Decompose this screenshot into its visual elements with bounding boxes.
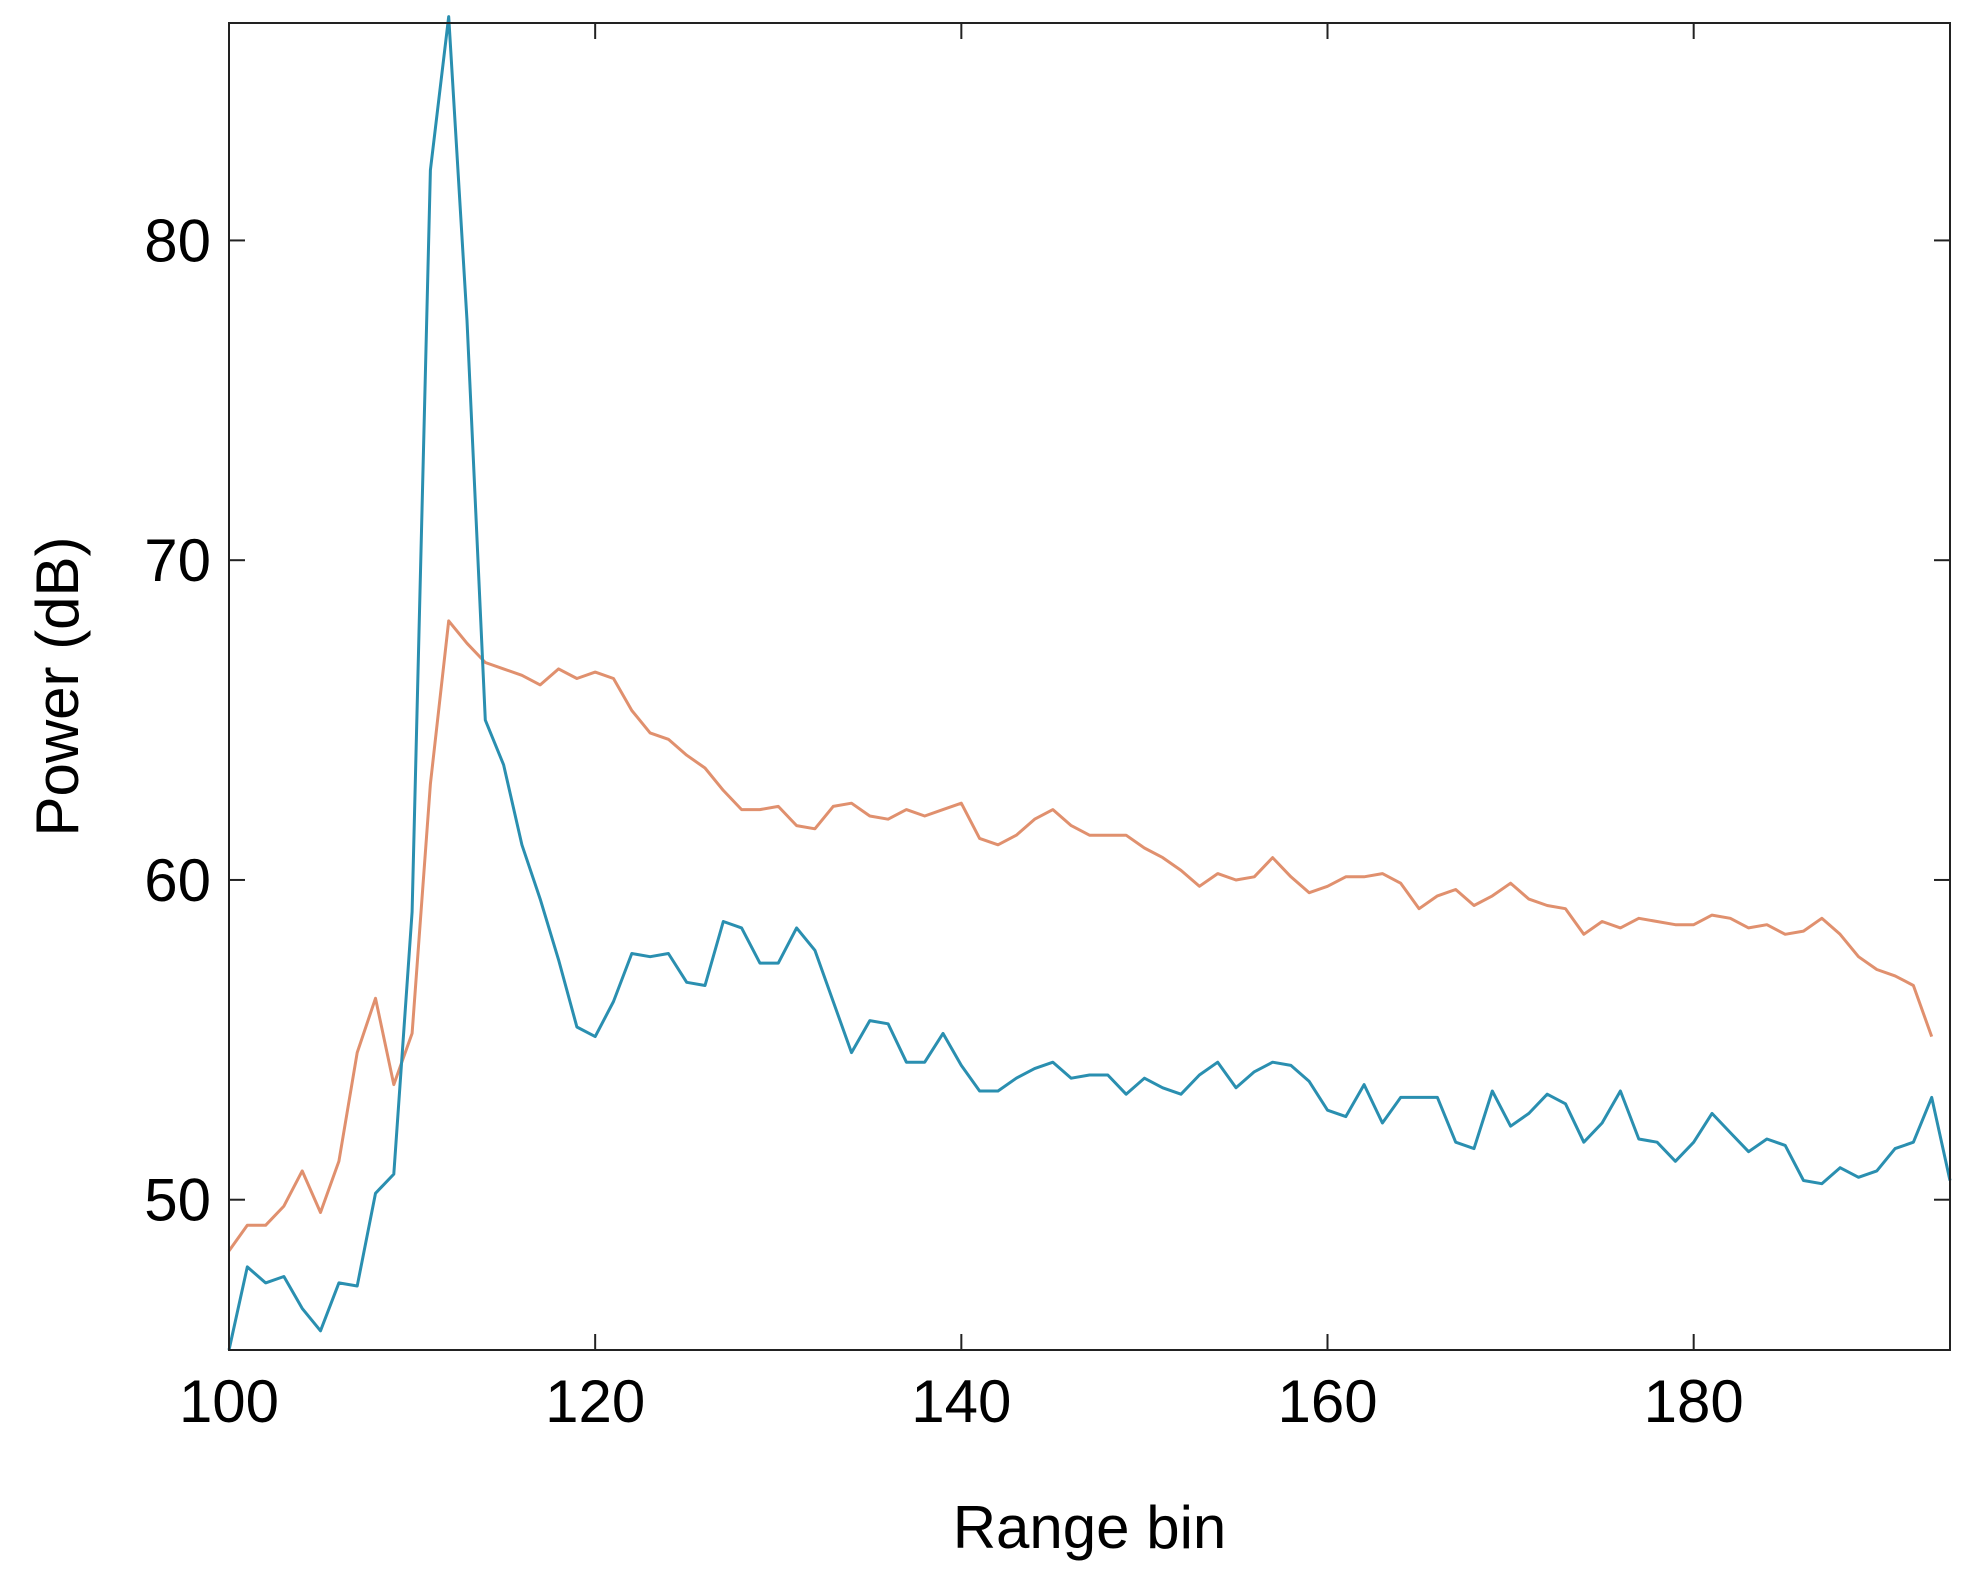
y-tick-label: 50 [144, 1167, 211, 1234]
x-tick-label: 180 [1644, 1368, 1744, 1435]
plot-frame [228, 22, 1951, 1351]
y-tick-label: 80 [144, 207, 211, 274]
x-tick-label: 120 [545, 1368, 645, 1435]
y-axis-title: Power (dB) [24, 536, 91, 836]
x-tick-label: 160 [1277, 1368, 1377, 1435]
series-layer [227, 15, 1952, 1351]
y-tick-label: 70 [144, 527, 211, 594]
x-tick-label: 140 [911, 1368, 1011, 1435]
ticks-layer [228, 23, 1950, 1350]
y-tick-label: 60 [144, 847, 211, 914]
series-line-1 [227, 619, 1934, 1252]
tick-labels: 100 120 140 160 180 50 60 70 80 [144, 207, 1743, 1435]
series-line-2 [227, 15, 1952, 1351]
x-axis-title: Range bin [953, 1494, 1227, 1561]
x-tick-label: 100 [179, 1368, 279, 1435]
